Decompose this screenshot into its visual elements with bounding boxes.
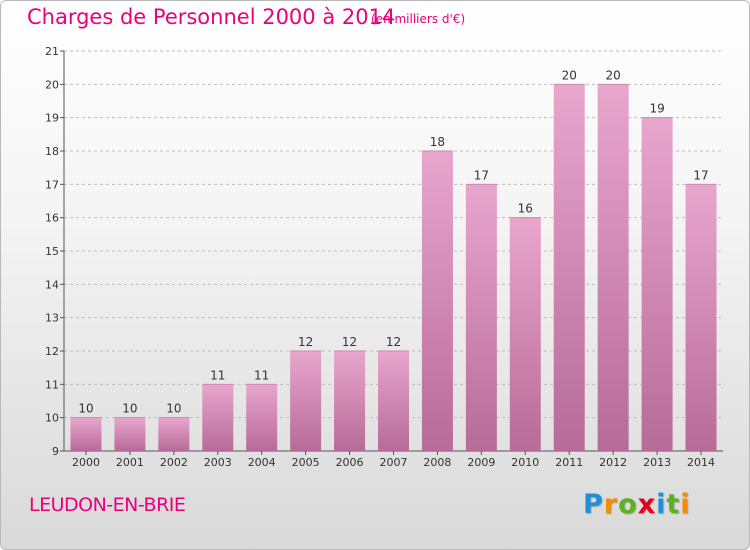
y-tick-label: 19 (45, 112, 59, 125)
x-tick-label: 2000 (72, 456, 100, 469)
bar-value-label: 17 (474, 168, 489, 182)
x-tick-label: 2006 (336, 456, 364, 469)
x-tick-label: 2010 (511, 456, 539, 469)
chart-subtitle: (en milliers d'€) (371, 12, 466, 26)
x-tick-label: 2012 (599, 456, 627, 469)
logo-letter: x (637, 489, 657, 520)
bar (202, 384, 234, 451)
bar (509, 217, 541, 451)
logo-letter: r (603, 489, 619, 520)
x-tick-label: 2009 (467, 456, 495, 469)
x-tick-label: 2014 (687, 456, 715, 469)
y-tick-label: 10 (45, 412, 59, 425)
bar-value-label: 20 (606, 68, 621, 82)
y-tick-label: 11 (45, 378, 59, 391)
bar-value-label: 10 (122, 402, 137, 416)
bar-value-label: 12 (298, 335, 313, 349)
bar (70, 417, 102, 451)
y-tick-label: 12 (45, 345, 59, 358)
bar (421, 151, 453, 451)
bar-value-label: 16 (518, 202, 533, 216)
bar (685, 184, 717, 452)
x-tick-label: 2002 (160, 456, 188, 469)
x-tick-label: 2008 (423, 456, 451, 469)
y-tick-label: 21 (45, 45, 59, 58)
logo-letter: i (656, 489, 667, 520)
bar (553, 84, 585, 451)
x-tick-label: 2013 (643, 456, 671, 469)
bar (641, 117, 673, 452)
x-tick-label: 2011 (555, 456, 583, 469)
x-tick-label: 2004 (248, 456, 276, 469)
x-tick-label: 2005 (292, 456, 320, 469)
bar (290, 351, 322, 451)
commune-name: LEUDON-EN-BRIE (29, 494, 186, 516)
logo-letter: o (618, 489, 638, 520)
x-tick-label: 2003 (204, 456, 232, 469)
bar (114, 417, 146, 451)
y-tick-label: 16 (45, 212, 59, 225)
bar (158, 417, 190, 451)
x-tick-label: 2001 (116, 456, 144, 469)
y-tick-label: 14 (45, 278, 59, 291)
logo-letter: P (583, 489, 604, 520)
bar (378, 351, 409, 451)
y-tick-label: 15 (45, 245, 59, 258)
bar-value-label: 12 (386, 335, 401, 349)
bar-value-label: 10 (78, 402, 93, 416)
y-tick-label: 20 (45, 78, 59, 91)
labels: 10 10 10 11 11 12 12 12 18 17 16 20 20 19 17 (78, 68, 708, 415)
y-tick-label: 13 (45, 312, 59, 325)
bar-value-label: 20 (562, 68, 577, 82)
chart-title: Charges de Personnel 2000 à 2014 (27, 5, 396, 29)
x-tick-label: 2007 (380, 456, 408, 469)
bar (597, 84, 629, 451)
bar-value-label: 11 (254, 368, 269, 382)
logo-letter: t (666, 489, 681, 520)
bar (334, 351, 366, 451)
bar (246, 384, 278, 451)
bar-value-label: 17 (693, 168, 708, 182)
proxiti-logo[interactable]: Proxiti (583, 489, 691, 520)
axes: 9 10 11 12 13 14 15 16 17 18 19 20 21 2000 2001 2002 200… (45, 45, 723, 469)
bar-value-label: 12 (342, 335, 357, 349)
bar-value-label: 19 (649, 102, 664, 116)
bar-value-label: 11 (210, 368, 225, 382)
y-tick-label: 17 (45, 178, 59, 191)
bar (465, 184, 497, 452)
y-tick-label: 9 (52, 445, 59, 458)
bar-value-label: 10 (166, 402, 181, 416)
bars (70, 83, 717, 452)
y-tick-label: 18 (45, 145, 59, 158)
bar-value-label: 18 (430, 135, 445, 149)
logo-letter: i (680, 489, 691, 520)
